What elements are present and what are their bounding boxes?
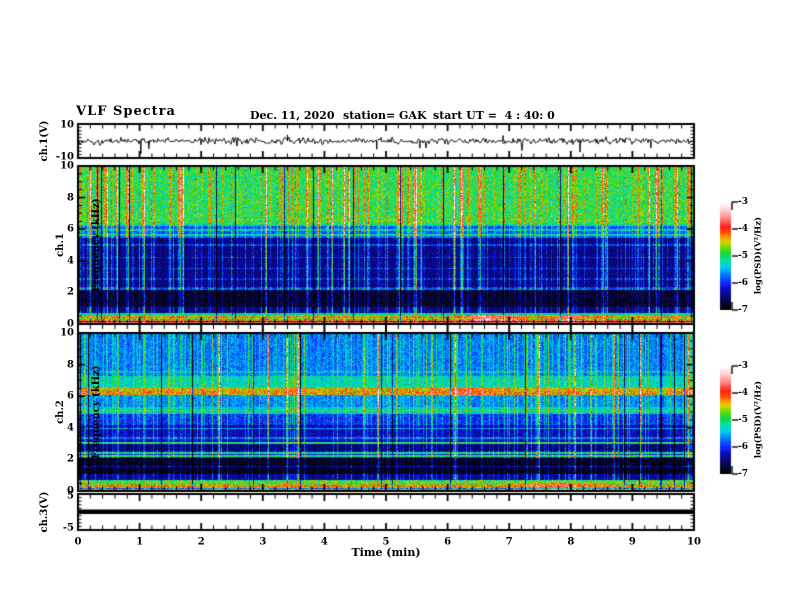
ch1-freq-tick-label: 8: [67, 192, 74, 204]
header-date: Dec. 11, 2020: [250, 109, 335, 122]
time-tick-label: 3: [259, 536, 267, 548]
colorbar2-tick-label: -5: [738, 415, 748, 425]
colorbar1-tick-label: -3: [738, 197, 748, 207]
ch1-frequency-axis-label-line2: Frequency (kHz): [91, 198, 102, 292]
ch2-freq-tick-label: 4: [67, 422, 74, 434]
ch1v-tick-label: 10: [60, 119, 74, 131]
time-tick-label: 0: [74, 536, 82, 548]
time-tick-label: 4: [320, 536, 328, 548]
ch2-frequency-axis-label-line2: Frequency (kHz): [91, 365, 102, 459]
ch3-voltage-axis-label: ch.3(V): [39, 491, 50, 533]
ch2-frequency-axis-label-line1: ch.2: [55, 400, 66, 424]
header-station: station= GAK: [343, 109, 427, 122]
colorbar1-tick-label: -6: [738, 278, 748, 288]
ch1-freq-tick-label: 2: [67, 286, 74, 298]
ch1-freq-tick-label: 0: [67, 318, 74, 330]
header-start-ut: start UT = 4 : 40: 0: [433, 109, 555, 122]
ch3v-tick-label: -5: [62, 522, 74, 534]
ch1-frequency-axis-label-line1: ch.1: [55, 233, 66, 257]
page-title: VLF Spectra: [76, 104, 176, 119]
time-tick-label: 2: [197, 536, 205, 548]
colorbar2-label: log(PSD)(V²/Hz): [753, 380, 764, 459]
ch3v-tick-label: 5: [67, 490, 74, 502]
colorbar1-tick-label: -7: [738, 305, 748, 315]
time-axis-label: Time (min): [351, 546, 421, 559]
ch1v-tick-label: -10: [55, 151, 74, 163]
ch2-freq-tick-label: 0: [67, 485, 74, 497]
colorbar1-tick-label: -4: [738, 224, 748, 234]
time-tick-label: 1: [136, 536, 144, 548]
ch2-freq-tick-label: 10: [60, 327, 74, 339]
ch2-freq-tick-label: 2: [67, 453, 74, 465]
time-tick-label: 8: [567, 536, 575, 548]
colorbar2-tick-label: -4: [738, 388, 748, 398]
ch1-freq-tick-label: 10: [60, 160, 74, 172]
time-tick-label: 7: [505, 536, 513, 548]
colorbar1-tick-label: -5: [738, 251, 748, 261]
time-tick-label: 9: [628, 536, 636, 548]
ch1-freq-tick-label: 6: [67, 223, 74, 235]
colorbar2-tick-label: -7: [738, 469, 748, 479]
colorbar2-tick-label: -3: [738, 361, 748, 371]
time-tick-label: 5: [382, 536, 390, 548]
colorbar2-tick-label: -6: [738, 442, 748, 452]
ch1-freq-tick-label: 4: [67, 255, 74, 267]
ch2-freq-tick-label: 6: [67, 390, 74, 402]
time-tick-label: 6: [444, 536, 452, 548]
ch1-frequency-axis-label: ch.1 Frequency (kHz): [31, 160, 102, 330]
colorbar1-label: log(PSD)(V²/Hz): [753, 216, 764, 295]
time-tick-label: 10: [687, 536, 701, 548]
ch2-freq-tick-label: 8: [67, 359, 74, 371]
